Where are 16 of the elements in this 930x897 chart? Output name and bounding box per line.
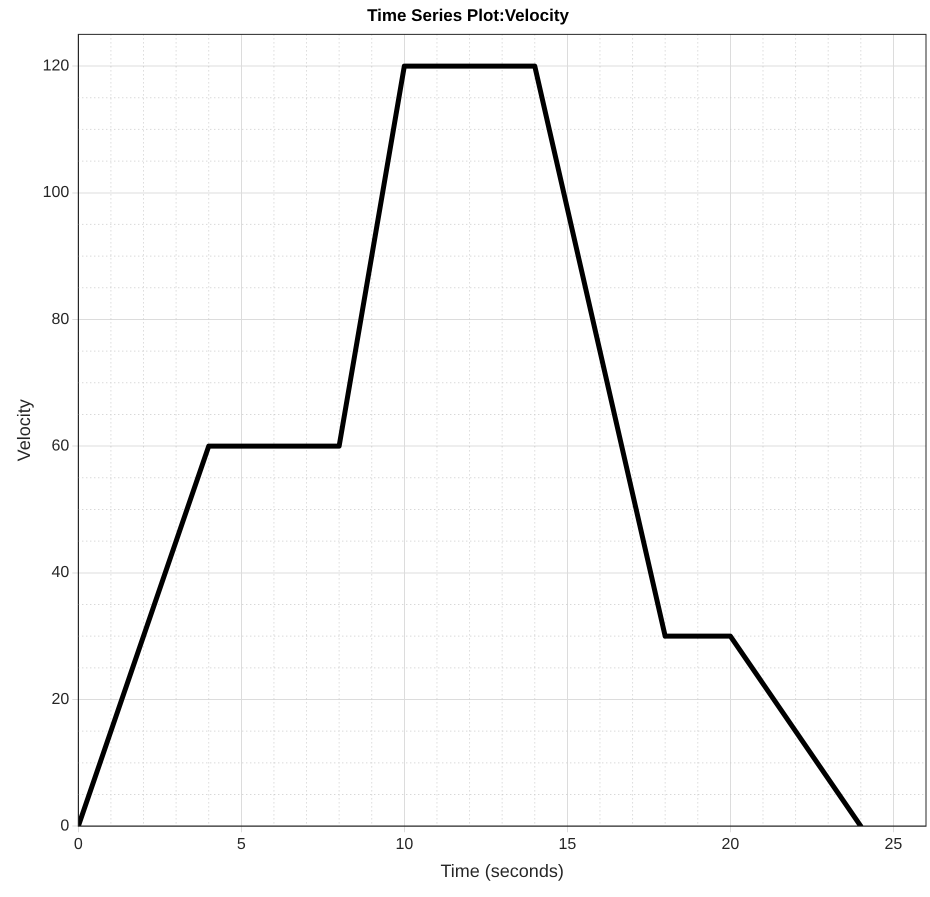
x-tick-label: 15 — [558, 836, 576, 854]
x-tick-label: 0 — [74, 836, 83, 854]
y-tick-label: 0 — [60, 818, 70, 835]
x-tick-label: 25 — [884, 836, 902, 854]
y-tick-label: 100 — [42, 184, 70, 202]
y-tick-label: 20 — [52, 690, 70, 708]
x-axis-title: Time (seconds) — [440, 861, 564, 882]
x-tick-label: 20 — [721, 836, 740, 854]
y-tick-label: 80 — [52, 310, 70, 328]
x-tick-label: 10 — [395, 836, 414, 854]
x-tick-label: 5 — [236, 836, 246, 854]
y-tick-label: 60 — [52, 438, 70, 455]
chart-title: Time Series Plot:Velocity — [367, 6, 570, 25]
y-tick-label: 120 — [42, 57, 70, 74]
y-axis-title: Velocity — [14, 399, 34, 462]
y-tick-label: 40 — [52, 564, 70, 582]
